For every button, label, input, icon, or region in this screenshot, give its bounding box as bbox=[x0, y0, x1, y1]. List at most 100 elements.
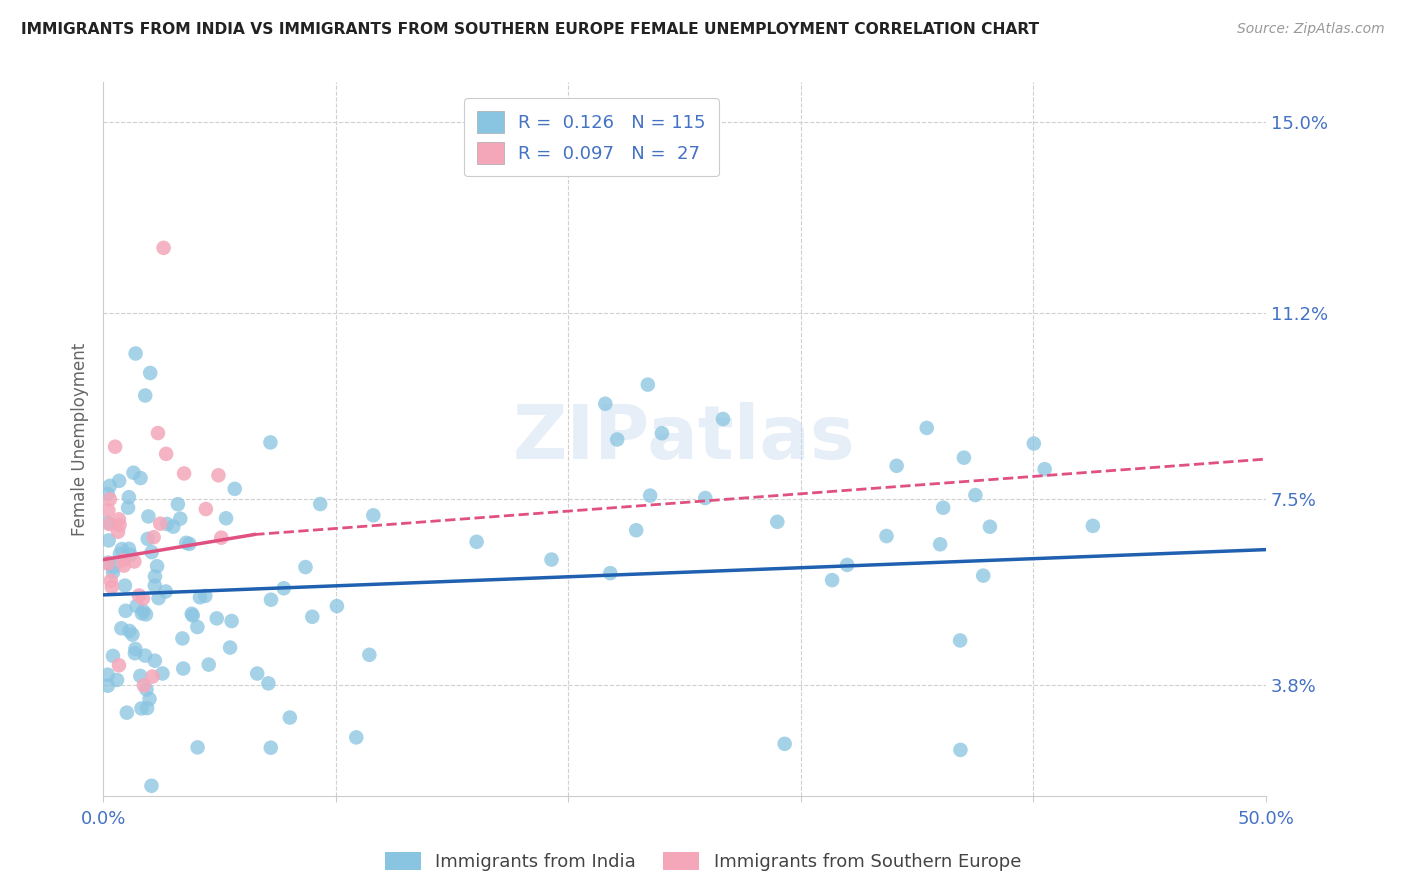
Point bbox=[179, 537, 201, 551]
Point bbox=[124, 554, 146, 568]
Point bbox=[124, 642, 146, 657]
Point bbox=[125, 599, 148, 613]
Point bbox=[97, 533, 120, 548]
Point bbox=[118, 490, 141, 504]
Point bbox=[100, 574, 122, 588]
Point bbox=[915, 421, 938, 435]
Point bbox=[309, 497, 332, 511]
Point bbox=[111, 542, 134, 557]
Point bbox=[97, 679, 120, 693]
Point bbox=[221, 614, 243, 628]
Point bbox=[205, 611, 228, 625]
Point bbox=[97, 487, 120, 501]
Point bbox=[180, 607, 202, 621]
Point bbox=[112, 553, 135, 567]
Point bbox=[172, 661, 194, 675]
Point bbox=[107, 524, 129, 539]
Point bbox=[595, 397, 617, 411]
Point bbox=[117, 500, 139, 515]
Point bbox=[197, 657, 219, 672]
Point bbox=[166, 497, 188, 511]
Point bbox=[136, 701, 159, 715]
Point bbox=[766, 515, 789, 529]
Point bbox=[139, 366, 162, 380]
Point bbox=[294, 560, 316, 574]
Point bbox=[259, 435, 281, 450]
Point bbox=[637, 377, 659, 392]
Point bbox=[188, 591, 211, 605]
Point bbox=[711, 412, 734, 426]
Point bbox=[301, 609, 323, 624]
Point bbox=[651, 426, 673, 441]
Point bbox=[97, 667, 120, 681]
Point bbox=[932, 500, 955, 515]
Point bbox=[108, 517, 131, 532]
Point bbox=[132, 591, 155, 606]
Point bbox=[143, 569, 166, 583]
Point bbox=[152, 666, 174, 681]
Point bbox=[108, 547, 131, 561]
Point bbox=[465, 534, 488, 549]
Point bbox=[215, 511, 238, 525]
Point bbox=[124, 646, 146, 660]
Point bbox=[149, 516, 172, 531]
Point bbox=[132, 678, 155, 692]
Point bbox=[101, 565, 124, 579]
Point bbox=[114, 579, 136, 593]
Point bbox=[108, 512, 131, 526]
Point bbox=[141, 669, 163, 683]
Point bbox=[97, 516, 120, 530]
Point bbox=[209, 531, 232, 545]
Point bbox=[148, 591, 170, 606]
Point bbox=[115, 706, 138, 720]
Point bbox=[142, 530, 165, 544]
Point bbox=[132, 604, 155, 618]
Point bbox=[1033, 462, 1056, 476]
Point bbox=[219, 640, 242, 655]
Point bbox=[174, 536, 197, 550]
Point bbox=[118, 624, 141, 638]
Point bbox=[122, 466, 145, 480]
Point bbox=[260, 592, 283, 607]
Point bbox=[344, 731, 367, 745]
Point bbox=[105, 673, 128, 687]
Point bbox=[540, 552, 562, 566]
Point bbox=[131, 701, 153, 715]
Point bbox=[260, 740, 283, 755]
Point bbox=[359, 648, 381, 662]
Point bbox=[152, 241, 174, 255]
Point bbox=[129, 471, 152, 485]
Point bbox=[97, 556, 120, 570]
Point bbox=[98, 492, 121, 507]
Point bbox=[606, 433, 628, 447]
Point bbox=[112, 558, 135, 573]
Point bbox=[224, 482, 246, 496]
Point bbox=[124, 346, 146, 360]
Point bbox=[121, 627, 143, 641]
Point bbox=[1081, 519, 1104, 533]
Point bbox=[257, 676, 280, 690]
Point bbox=[136, 532, 159, 546]
Point bbox=[638, 489, 661, 503]
Point bbox=[143, 654, 166, 668]
Point bbox=[246, 666, 269, 681]
Legend: R =  0.126   N = 115, R =  0.097   N =  27: R = 0.126 N = 115, R = 0.097 N = 27 bbox=[464, 98, 718, 177]
Point bbox=[273, 581, 295, 595]
Point bbox=[972, 568, 994, 582]
Point bbox=[138, 692, 160, 706]
Point bbox=[599, 566, 621, 581]
Point bbox=[1022, 436, 1045, 450]
Point bbox=[138, 509, 160, 524]
Point bbox=[97, 557, 120, 571]
Point bbox=[173, 467, 195, 481]
Point bbox=[118, 541, 141, 556]
Point bbox=[156, 516, 179, 531]
Point bbox=[886, 458, 908, 473]
Point bbox=[929, 537, 952, 551]
Point bbox=[129, 669, 152, 683]
Point bbox=[162, 519, 184, 533]
Point bbox=[624, 523, 647, 537]
Point bbox=[108, 658, 131, 673]
Point bbox=[837, 558, 859, 572]
Point bbox=[278, 710, 301, 724]
